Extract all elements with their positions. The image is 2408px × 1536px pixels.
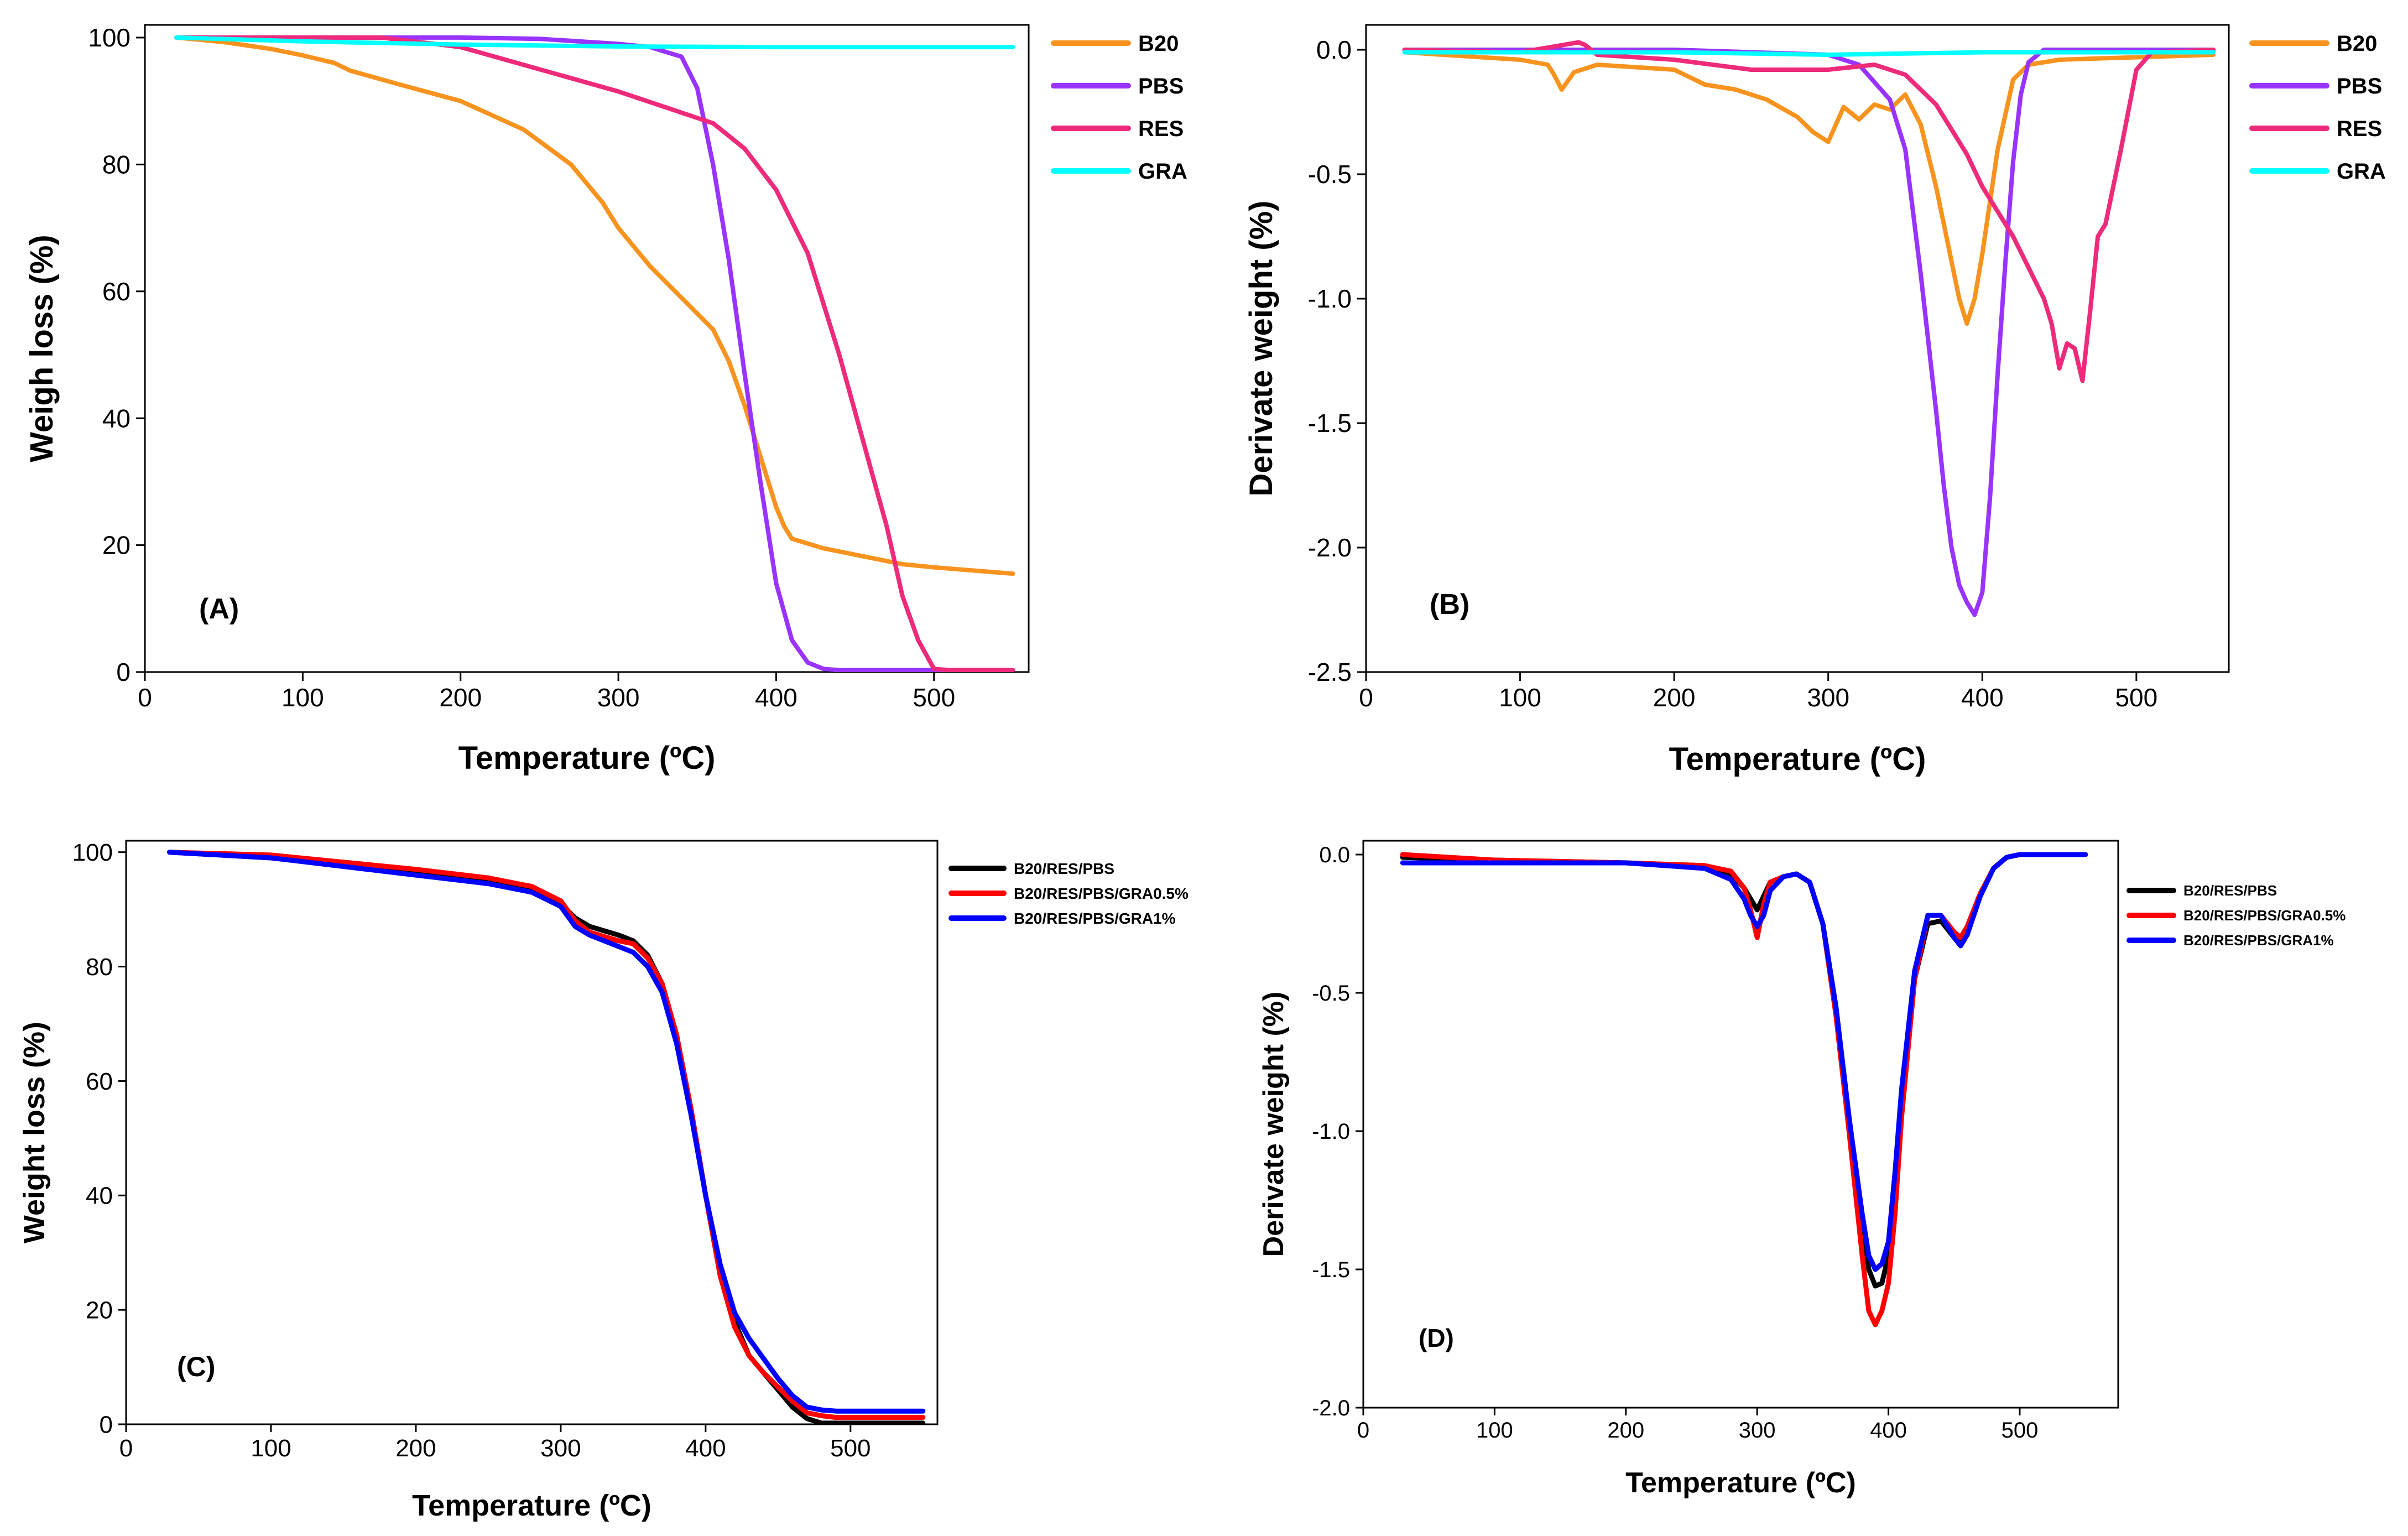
x-tick-label: 300 (540, 1435, 581, 1462)
x-tick-label: 0 (138, 683, 152, 712)
series-line-b20-res-pbs-gra0-5- (1400, 852, 2088, 1327)
x-tick-label: 500 (913, 683, 955, 712)
series-line-b20-res-pbs (167, 850, 926, 1424)
x-tick-label: 500 (2002, 1418, 2039, 1443)
y-axis-title: Weigh loss (%) (24, 235, 60, 462)
x-tick-label: 500 (2115, 683, 2157, 712)
y-axis-title: Derivate weight (%) (1243, 201, 1279, 497)
x-tick-label: 300 (1807, 683, 1849, 712)
y-tick-label: -1.0 (1308, 284, 1352, 313)
y-tick-label: 40 (86, 1183, 113, 1210)
x-axis-title: Temperature (ºC) (458, 740, 716, 776)
y-axis-title: Derivate weight (%) (1258, 992, 1290, 1257)
plot-frame (144, 24, 1030, 673)
series-line-b20-res-pbs (1400, 852, 2088, 1289)
series-line-res (1402, 40, 2216, 383)
panel-label: (C) (177, 1351, 215, 1382)
x-tick-label: 100 (282, 683, 324, 712)
legend-label: GRA (2337, 159, 2386, 184)
x-tick-label: 100 (1499, 683, 1541, 712)
x-tick-label: 400 (1961, 683, 2004, 712)
x-tick-label: 500 (830, 1435, 871, 1462)
panel-a-chart: 0 100 200 300 400 500 0 20 40 60 80 100 Temperature … (24, 23, 1187, 776)
y-tick-label: -0.5 (1312, 981, 1350, 1006)
x-tick-label: 200 (1607, 1418, 1644, 1443)
legend-label: B20 (2337, 32, 2377, 56)
y-tick-label: 0.0 (1316, 35, 1352, 64)
legend-label: PBS (1138, 74, 1184, 98)
plot-frame (125, 840, 939, 1425)
x-axis-title: Temperature (ºC) (1669, 741, 1926, 777)
series-line-b20-res-pbs-gra1- (1400, 852, 2088, 1272)
plot-frame (1362, 840, 2119, 1409)
x-axis-title: Temperature (ºC) (1625, 1467, 1856, 1499)
legend-label: PBS (2337, 74, 2382, 98)
y-tick-label: 100 (88, 23, 131, 52)
y-tick-label: -1.5 (1312, 1258, 1350, 1282)
y-tick-label: -1.5 (1308, 409, 1352, 438)
series-line-gra (1402, 50, 2216, 57)
panel-label: (D) (1419, 1324, 1454, 1352)
y-tick-label: 60 (102, 277, 131, 306)
y-tick-label: 60 (86, 1068, 113, 1095)
legend-label: RES (1138, 117, 1184, 141)
series-line-b20-res-pbs-gra0-5- (167, 850, 926, 1420)
x-tick-label: 0 (1359, 683, 1373, 712)
y-tick-label: -0.5 (1308, 160, 1352, 189)
legend-label: B20/RES/PBS/GRA1% (1014, 910, 1176, 927)
x-tick-label: 400 (1870, 1418, 1907, 1443)
x-tick-label: 300 (1739, 1418, 1776, 1443)
y-tick-label: 40 (102, 404, 131, 433)
legend-label: GRA (1138, 159, 1187, 184)
y-tick-label: 100 (72, 839, 113, 866)
panel-d-chart: 0 100 200 300 400 500 0.0 -0.5 -1.0 -1.5 -2.0 Tempe… (1258, 840, 2346, 1499)
y-tick-label: 20 (86, 1297, 113, 1324)
y-tick-label: -2.0 (1308, 533, 1352, 562)
y-tick-label: 0 (100, 1411, 113, 1438)
x-axis-title: Temperature (ºC) (412, 1489, 651, 1522)
legend-label: B20/RES/PBS (2183, 882, 2277, 899)
y-axis-title: Weight loss (%) (18, 1022, 51, 1243)
panel-c-chart: 0 100 200 300 400 500 0 20 40 60 80 100 Temperature … (18, 839, 1189, 1522)
series-line-pbs (174, 35, 1015, 672)
x-tick-label: 200 (439, 683, 482, 712)
x-tick-label: 200 (1653, 683, 1696, 712)
y-tick-label: -2.5 (1308, 658, 1352, 686)
legend-label: B20 (1138, 32, 1179, 56)
x-tick-label: 400 (685, 1435, 726, 1462)
series-line-res (174, 35, 1015, 672)
x-tick-label: 300 (597, 683, 640, 712)
legend-label: RES (2337, 117, 2382, 141)
y-tick-label: -1.0 (1312, 1120, 1350, 1144)
x-tick-label: 0 (119, 1435, 133, 1462)
y-tick-label: 0 (116, 658, 131, 686)
x-tick-label: 100 (251, 1435, 291, 1462)
series-line-pbs (1402, 48, 2216, 617)
legend-label: B20/RES/PBS/GRA0.5% (2183, 907, 2346, 924)
y-tick-label: 0.0 (1319, 843, 1350, 867)
legend-label: B20/RES/PBS/GRA0.5% (1014, 885, 1189, 902)
x-tick-label: 100 (1476, 1418, 1513, 1443)
x-tick-label: 0 (1357, 1418, 1369, 1443)
plot-frame (1365, 24, 2230, 673)
series-line-gra (174, 35, 1015, 50)
panel-b-chart: 0 100 200 300 400 500 0.0 -0.5 -1.0 -1.5 -2.0 -2.5 T… (1243, 24, 2386, 777)
y-tick-label: 20 (102, 531, 131, 560)
legend-label: B20/RES/PBS (1014, 860, 1114, 877)
series-line-b20 (1402, 50, 2216, 326)
y-tick-label: 80 (102, 150, 131, 179)
panel-label: (B) (1430, 589, 1469, 621)
y-tick-label: -2.0 (1312, 1396, 1350, 1420)
series-line-b20 (174, 35, 1015, 576)
panel-label: (A) (199, 593, 239, 625)
series-line-b20-res-pbs-gra1- (167, 850, 926, 1414)
x-tick-label: 200 (395, 1435, 436, 1462)
legend-label: B20/RES/PBS/GRA1% (2183, 932, 2334, 949)
y-tick-label: 80 (86, 954, 113, 981)
x-tick-label: 400 (755, 683, 798, 712)
